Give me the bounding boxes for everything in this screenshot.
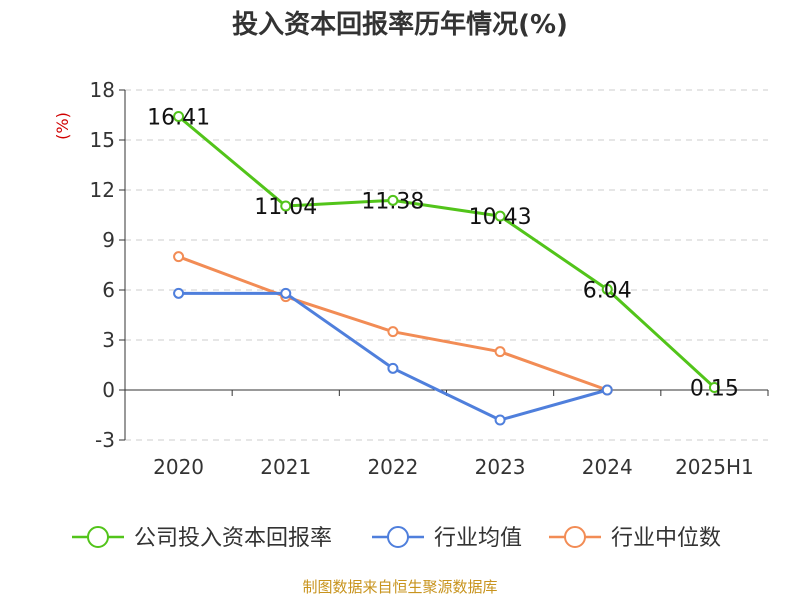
source-note: 制图数据来自恒生聚源数据库 <box>302 578 497 596</box>
data-point <box>708 382 720 393</box>
y-tick-label: 15 <box>90 128 115 152</box>
data-point <box>387 326 399 338</box>
legend-marker <box>564 526 586 548</box>
data-labels: 16.41 11.04 11.38 10.43 6.04 0.15 <box>147 106 739 402</box>
y-tick-label: 9 <box>102 228 115 252</box>
legend-label: 公司投入资本回报率 <box>134 526 332 551</box>
data-point <box>387 362 399 374</box>
data-label: 11.38 <box>361 189 424 214</box>
x-tick-label: 2024 <box>582 455 633 479</box>
legend-marker <box>87 526 109 548</box>
data-point <box>494 210 506 222</box>
legend-marker <box>387 526 409 548</box>
legend-label: 行业均值 <box>434 526 522 551</box>
data-label: 10.43 <box>469 205 532 230</box>
data-point <box>173 111 185 122</box>
series-lines <box>173 111 720 426</box>
data-point <box>280 287 292 299</box>
y-axis-unit: (%) <box>53 112 72 140</box>
series-line <box>178 291 608 422</box>
data-label: 0.15 <box>690 377 739 402</box>
axes: 18 15 12 9 6 3 0 -3 2020 2021 2022 2023 2024 2025H1 <box>90 78 769 479</box>
x-tick-label: 2021 <box>260 455 311 479</box>
y-tick-label: -3 <box>95 428 115 452</box>
data-label: 16.41 <box>147 106 210 131</box>
data-point <box>601 283 613 295</box>
data-point <box>494 414 506 426</box>
x-tick-label: 2023 <box>475 455 526 479</box>
x-tick-label: 2025H1 <box>675 455 754 479</box>
data-point <box>280 200 292 212</box>
data-label: 11.04 <box>254 195 317 220</box>
data-point <box>387 194 399 206</box>
y-tick-label: 0 <box>102 378 115 402</box>
x-tick-label: 2022 <box>367 455 418 479</box>
y-tick-label: 3 <box>102 328 115 352</box>
y-tick-label: 6 <box>102 278 115 302</box>
data-point <box>601 384 613 396</box>
data-label: 6.04 <box>583 278 632 303</box>
legend-label: 行业中位数 <box>611 526 721 551</box>
data-point <box>173 251 185 263</box>
y-tick-label: 12 <box>90 178 115 202</box>
x-tick-label: 2020 <box>153 455 204 479</box>
data-point <box>494 346 506 358</box>
data-point <box>173 287 185 299</box>
series-line <box>177 115 716 389</box>
legend: 公司投入资本回报率 行业均值 行业中位数 <box>72 526 721 551</box>
gridlines <box>125 89 768 441</box>
chart-title: 投入资本回报率历年情况(%) <box>232 9 568 40</box>
y-tick-label: 18 <box>90 78 115 102</box>
